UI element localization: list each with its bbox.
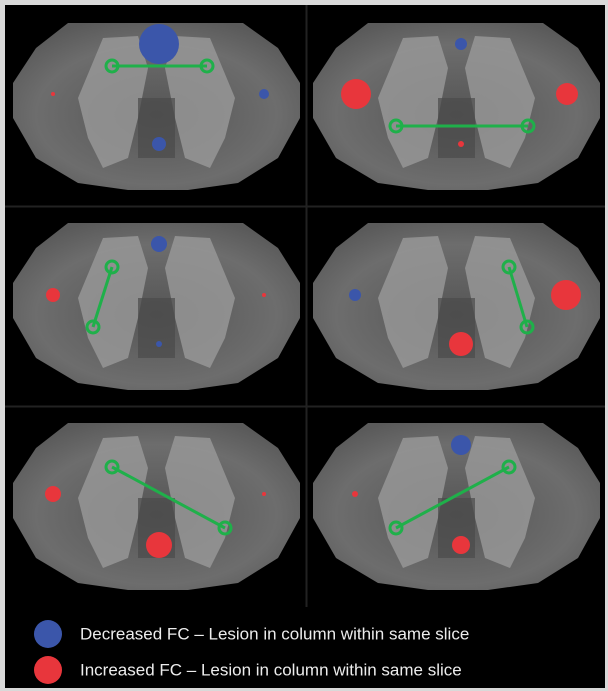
figure: Decreased FC – Lesion in column within s… (0, 0, 608, 691)
page: Decreased FC – Lesion in column within s… (0, 0, 608, 691)
legend-label: Increased FC – Lesion in column within s… (80, 660, 462, 679)
legend-label: Decreased FC – Lesion in column within s… (80, 624, 469, 643)
legend-swatch (34, 656, 62, 684)
legend-swatch (34, 620, 62, 648)
